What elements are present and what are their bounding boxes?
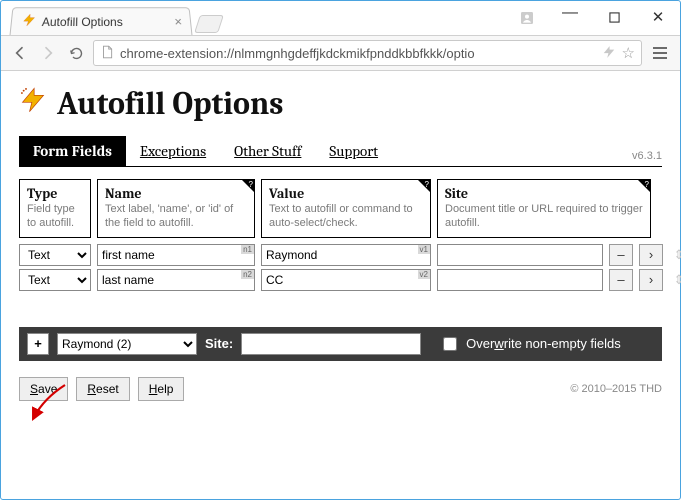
nav-back-button[interactable] bbox=[9, 42, 31, 64]
lightning-small-icon[interactable] bbox=[602, 45, 616, 62]
help-corner-icon[interactable] bbox=[638, 180, 650, 192]
column-headers: Type Field type to autofill. Name Text l… bbox=[19, 179, 662, 238]
rule-row: Text n2 v2 – › ⇕ bbox=[19, 269, 662, 291]
profile-select[interactable]: Raymond (2) bbox=[57, 333, 197, 355]
help-corner-icon[interactable] bbox=[242, 180, 254, 192]
type-select[interactable]: Text bbox=[19, 269, 91, 291]
page-content: Autofill Options Form Fields Exceptions … bbox=[1, 71, 680, 499]
name-input[interactable] bbox=[97, 244, 255, 266]
lightning-icon bbox=[21, 13, 36, 30]
copyright-text: © 2010–2015 THD bbox=[570, 383, 662, 395]
remove-row-button[interactable]: – bbox=[609, 269, 633, 291]
site-input[interactable] bbox=[437, 269, 603, 291]
field-tag: v1 bbox=[418, 245, 430, 254]
nav-forward-button[interactable] bbox=[37, 42, 59, 64]
rules-list: Text n1 v1 – › ⇕ Text n2 v2 – › ⇕ bbox=[19, 244, 662, 291]
drag-handle-icon[interactable]: ⇕ bbox=[669, 247, 681, 263]
move-row-button[interactable]: › bbox=[639, 269, 663, 291]
name-input[interactable] bbox=[97, 269, 255, 291]
value-input[interactable] bbox=[261, 244, 431, 266]
header-name: Name Text label, 'name', or 'id' of the … bbox=[97, 179, 255, 238]
lightning-logo-icon bbox=[19, 85, 47, 122]
header-type: Type Field type to autofill. bbox=[19, 179, 91, 238]
browser-tab[interactable]: Autofill Options × bbox=[10, 7, 193, 35]
tab-close-icon[interactable]: × bbox=[174, 14, 183, 29]
site-label: Site: bbox=[205, 336, 233, 351]
bookmark-star-icon[interactable]: ☆ bbox=[622, 44, 635, 62]
address-bar[interactable]: chrome-extension://nlmmgnhgdeffjkdckmikf… bbox=[93, 40, 642, 66]
overwrite-checkbox-input[interactable] bbox=[443, 337, 457, 351]
chrome-profile-icon[interactable] bbox=[512, 7, 542, 29]
tab-support[interactable]: Support bbox=[315, 136, 392, 166]
profile-bar: + Raymond (2) Site: Overwrite non-empty … bbox=[19, 327, 662, 361]
chrome-menu-button[interactable] bbox=[648, 41, 672, 65]
browser-tabstrip: Autofill Options × bbox=[11, 7, 221, 35]
url-text: chrome-extension://nlmmgnhgdeffjkdckmikf… bbox=[120, 46, 596, 61]
rule-row: Text n1 v1 – › ⇕ bbox=[19, 244, 662, 266]
type-select[interactable]: Text bbox=[19, 244, 91, 266]
field-tag: v2 bbox=[418, 270, 430, 279]
tab-other-stuff[interactable]: Other Stuff bbox=[220, 136, 315, 166]
value-input[interactable] bbox=[261, 269, 431, 291]
drag-handle-icon[interactable]: ⇕ bbox=[669, 272, 681, 288]
profile-site-input[interactable] bbox=[241, 333, 421, 355]
browser-toolbar: chrome-extension://nlmmgnhgdeffjkdckmikf… bbox=[1, 35, 680, 71]
remove-row-button[interactable]: – bbox=[609, 244, 633, 266]
field-tag: n1 bbox=[241, 245, 254, 254]
header-site: Site Document title or URL required to t… bbox=[437, 179, 651, 238]
app-tabs: Form Fields Exceptions Other Stuff Suppo… bbox=[19, 136, 662, 167]
header-value: Value Text to autofill or command to aut… bbox=[261, 179, 431, 238]
page-title-text: Autofill Options bbox=[57, 85, 284, 122]
browser-tab-title: Autofill Options bbox=[41, 15, 122, 29]
overwrite-checkbox[interactable]: Overwrite non-empty fields bbox=[439, 334, 621, 354]
field-tag: n2 bbox=[241, 270, 254, 279]
window-close-button[interactable]: ✕ bbox=[636, 3, 680, 31]
add-rule-button[interactable]: + bbox=[27, 333, 49, 355]
footer: Save Reset Help © 2010–2015 THD bbox=[19, 377, 662, 401]
help-button[interactable]: Help bbox=[138, 377, 185, 401]
new-tab-button[interactable] bbox=[194, 15, 224, 33]
version-text: v6.3.1 bbox=[632, 150, 662, 166]
site-input[interactable] bbox=[437, 244, 603, 266]
nav-reload-button[interactable] bbox=[65, 42, 87, 64]
reset-button[interactable]: Reset bbox=[76, 377, 129, 401]
tab-exceptions[interactable]: Exceptions bbox=[126, 136, 220, 166]
page-icon bbox=[100, 45, 114, 62]
tab-form-fields[interactable]: Form Fields bbox=[19, 136, 126, 166]
move-row-button[interactable]: › bbox=[639, 244, 663, 266]
window-maximize-button[interactable] bbox=[592, 3, 636, 31]
help-corner-icon[interactable] bbox=[418, 180, 430, 192]
page-title: Autofill Options bbox=[19, 85, 662, 122]
save-button[interactable]: Save bbox=[19, 377, 68, 401]
window-minimize-button[interactable]: — bbox=[548, 0, 592, 27]
